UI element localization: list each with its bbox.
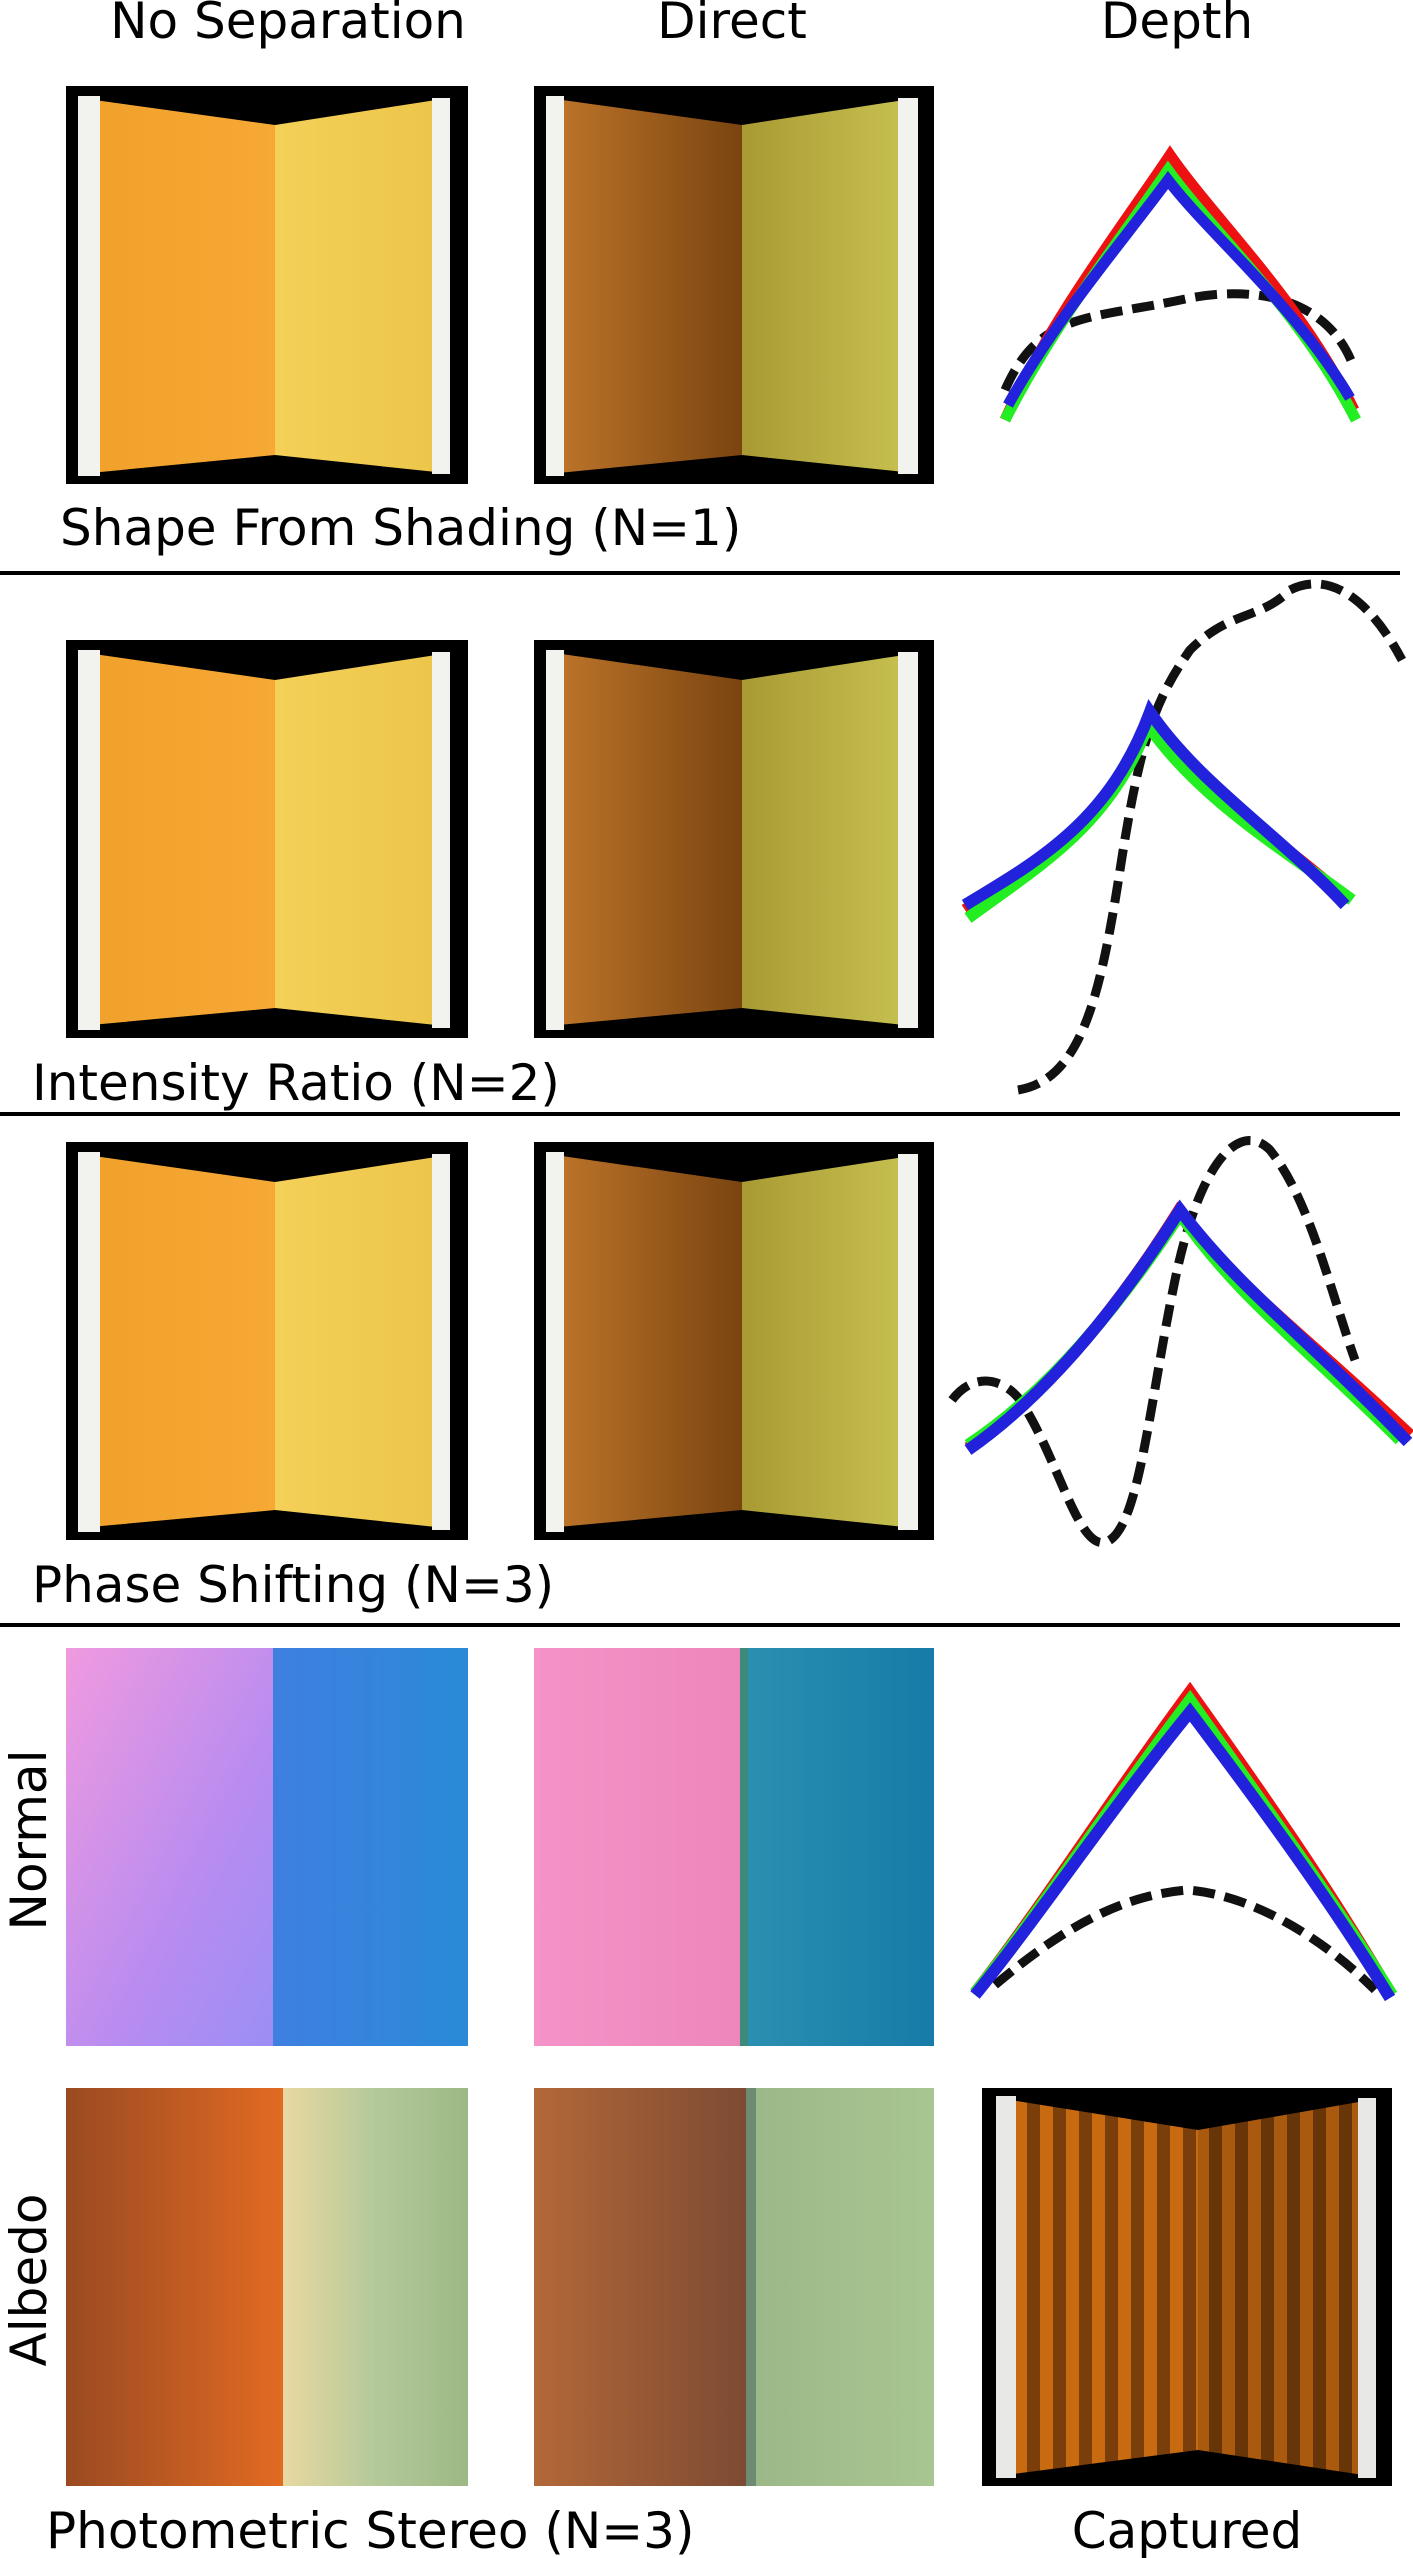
captured-image (982, 2088, 1392, 2486)
albedo-image-no-separation (66, 2088, 468, 2486)
depth-curve-blue (970, 1702, 1396, 2002)
depth-curve-green (970, 1689, 1398, 1999)
depth-curve-green (964, 712, 1356, 923)
book-image-no-separation-3 (66, 1142, 468, 1540)
book-image-direct-1 (534, 86, 934, 484)
depth-curve-dashed (992, 1885, 1379, 1994)
depth-curve-green (1000, 160, 1361, 423)
depth-plot-4 (970, 1681, 1398, 2002)
depth-plot-2 (961, 579, 1406, 1095)
depth-curve-blue (961, 699, 1350, 911)
section-label-phase-shifting: Phase Shifting (N=3) (32, 1556, 554, 1614)
book-image-direct-3 (534, 1142, 934, 1540)
depth-plot-3 (948, 1136, 1413, 1547)
section-label-shape-from-shading: Shape From Shading (N=1) (60, 499, 741, 557)
depth-curve-dashed (948, 1136, 1360, 1547)
depth-curve-blue (964, 1199, 1413, 1455)
column-header-depth: Depth (1101, 0, 1253, 50)
column-header-no-separation: No Separation (110, 0, 466, 50)
depth-curve-dashed (1017, 579, 1406, 1095)
section-label-photometric-stereo: Photometric Stereo (N=3) (46, 2502, 694, 2558)
captured-label: Captured (1072, 2502, 1303, 2558)
section-label-intensity-ratio: Intensity Ratio (N=2) (32, 1054, 560, 1112)
book-image-no-separation-1 (66, 86, 468, 484)
normal-image-direct (534, 1648, 934, 2046)
row-label-albedo: Albedo (0, 2194, 58, 2367)
column-header-direct: Direct (657, 0, 807, 50)
normal-image-no-separation (66, 1648, 468, 2046)
albedo-image-direct (534, 2088, 934, 2486)
depth-curve-blue (1003, 170, 1355, 408)
book-image-no-separation-2 (66, 640, 468, 1038)
depth-plot-1 (999, 145, 1361, 423)
row-label-normal: Normal (0, 1750, 58, 1931)
book-image-direct-2 (534, 640, 934, 1038)
